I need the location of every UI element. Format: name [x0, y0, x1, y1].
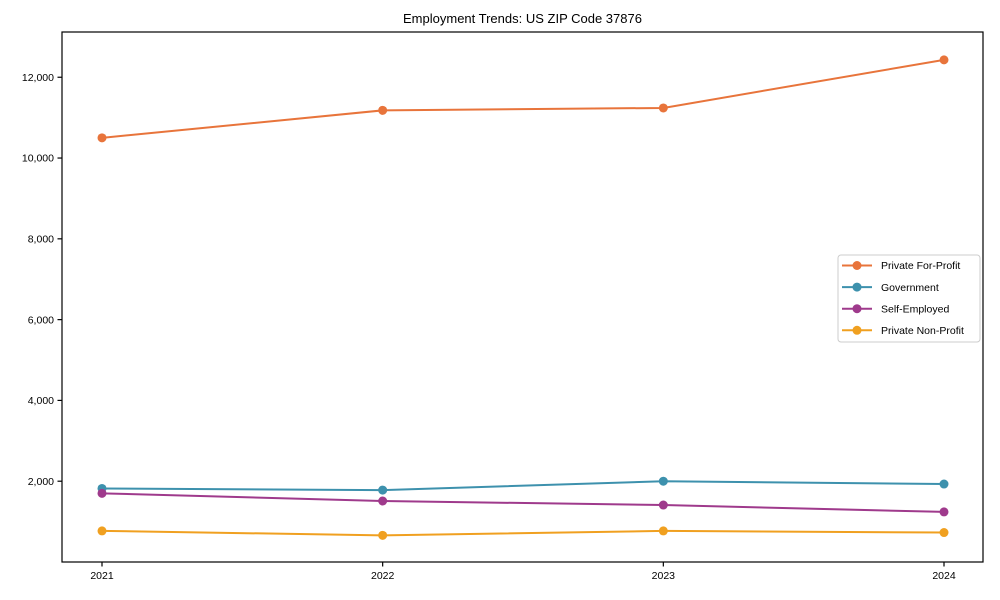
data-point-marker [939, 479, 949, 489]
legend-label: Private For-Profit [881, 260, 960, 272]
data-point-marker [378, 530, 388, 540]
data-point-marker [97, 133, 107, 143]
data-point-marker [658, 103, 668, 113]
legend-marker-dot [852, 261, 862, 270]
data-point-marker [939, 528, 949, 538]
data-point-marker [378, 485, 388, 495]
plot-area-border [61, 31, 984, 563]
y-tick-label: 12,000 [22, 72, 54, 84]
legend: Private For-Profit Government Self-Employe… [837, 254, 981, 343]
x-tick-label: 2022 [371, 570, 395, 582]
series-lines [97, 55, 949, 540]
legend-label: Government [881, 282, 939, 294]
legend-marker-dot [852, 304, 862, 314]
y-tick-label: 2,000 [28, 476, 54, 488]
legend-label: Private Non-Profit [881, 325, 964, 337]
data-point-marker [658, 526, 668, 536]
x-tick-label: 2023 [652, 570, 676, 582]
data-point-marker [939, 55, 949, 65]
data-point-marker [658, 500, 668, 510]
data-point-marker [658, 476, 668, 486]
series-line [101, 529, 945, 537]
data-point-marker [97, 488, 107, 498]
data-point-marker [378, 105, 388, 115]
legend-marker-dot [852, 282, 862, 292]
data-point-marker [97, 526, 107, 536]
x-tick-label: 2021 [90, 570, 114, 582]
y-tick-label: 4,000 [28, 395, 54, 407]
y-axis: 2,000 4,000 6,000 8,000 10,000 12,000 [22, 72, 62, 488]
legend-box [837, 254, 981, 343]
legend-marker-dot [852, 325, 862, 335]
series-line [101, 480, 945, 492]
data-point-marker [378, 496, 388, 506]
series-line [101, 492, 945, 513]
x-tick-label: 2024 [932, 570, 956, 582]
legend-label: Self-Employed [881, 303, 949, 315]
x-axis: 2021 2022 2023 2024 [90, 562, 956, 582]
y-tick-label: 6,000 [28, 314, 54, 326]
data-point-marker [939, 507, 949, 517]
y-tick-label: 8,000 [28, 234, 54, 246]
series-line [101, 58, 945, 139]
y-tick-label: 10,000 [22, 153, 54, 165]
chart-title: Employment Trends: US ZIP Code 37876 [403, 11, 642, 26]
